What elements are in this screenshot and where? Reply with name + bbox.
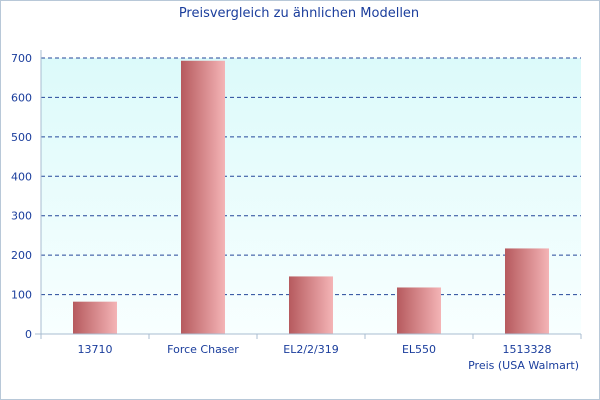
- x-tick-labels: 13710 Force Chaser EL2/2/319 EL550 1513328: [78, 343, 552, 356]
- x-tick-label: EL2/2/319: [283, 343, 338, 356]
- y-tick-label: 200: [11, 249, 32, 262]
- bar: [397, 287, 441, 334]
- x-tick-label: EL550: [402, 343, 436, 356]
- bar: [73, 301, 117, 334]
- y-tick-label: 400: [11, 170, 32, 183]
- bar: [505, 248, 549, 334]
- bar: [181, 60, 225, 334]
- y-tick-label: 0: [25, 328, 32, 341]
- x-tick-label: 13710: [78, 343, 113, 356]
- x-tick-label: Force Chaser: [167, 343, 239, 356]
- bars: [73, 60, 549, 334]
- bar: [289, 276, 333, 334]
- y-tick-labels: 0 100 200 300 400 500 600 700: [11, 52, 32, 341]
- x-axis-label: Preis (USA Walmart): [468, 359, 579, 372]
- y-tick-label: 300: [11, 210, 32, 223]
- x-tick-label: 1513328: [503, 343, 552, 356]
- y-tick-label: 600: [11, 91, 32, 104]
- y-tick-label: 100: [11, 289, 32, 302]
- y-tick-label: 700: [11, 52, 32, 65]
- axes: [35, 50, 582, 339]
- y-tick-label: 500: [11, 131, 32, 144]
- chart-title: Preisvergleich zu ähnlichen Modellen: [179, 6, 419, 21]
